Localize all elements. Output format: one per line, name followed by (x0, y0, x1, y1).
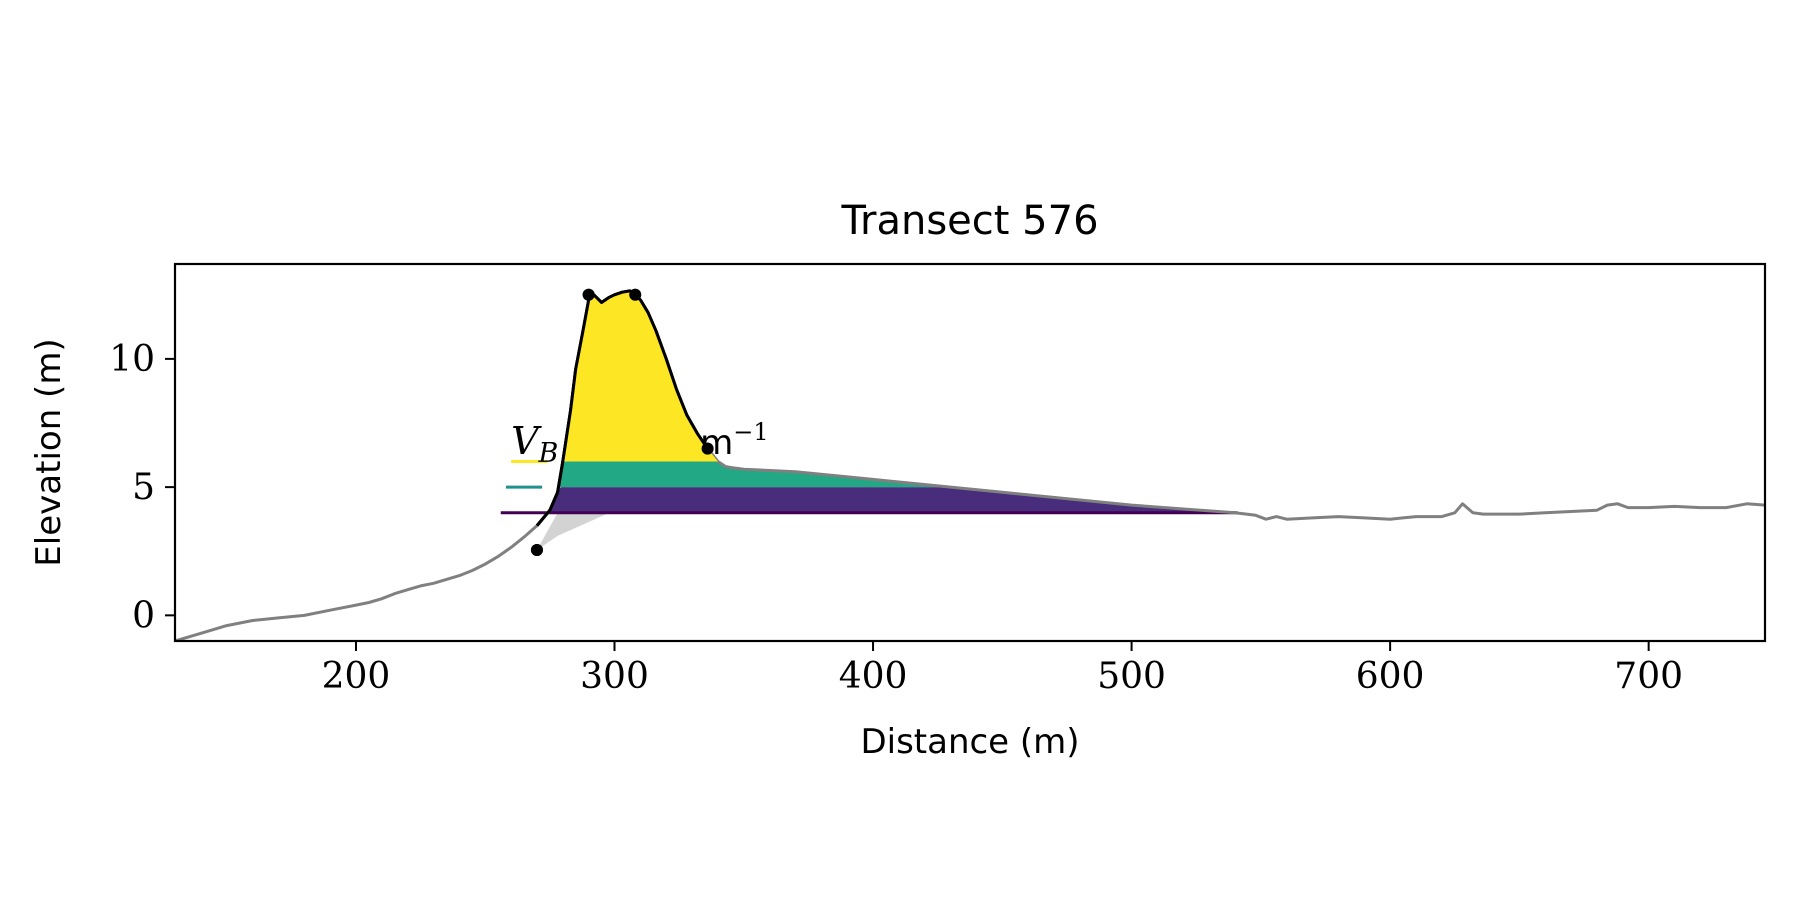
y-tick-label-5: 5 (132, 467, 155, 508)
y-axis-label: Elevation (m) (29, 338, 69, 566)
dune-line-overlay (535, 289, 709, 527)
chart-title: Transect 576 (840, 198, 1098, 244)
x-tick-label-500: 500 (1097, 656, 1166, 697)
ticks-layer: 200 300 400 500 600 700 0 5 10 (109, 339, 1683, 697)
x-axis-label: Distance (m) (860, 722, 1079, 762)
lines-layer (175, 289, 1765, 641)
annotation-layer: VB = 0 m3 m−1 (511, 288, 769, 556)
y-tick-label-0: 0 (132, 595, 155, 636)
plot-frame (173, 262, 1767, 643)
profile-line (175, 289, 1765, 641)
dune-point-overlay-3 (629, 288, 642, 301)
y-tick-label-10: 10 (109, 339, 155, 380)
x-tick-label-600: 600 (1356, 656, 1425, 697)
dune-point-overlay-1 (530, 543, 543, 556)
band-level-4m (547, 487, 1238, 513)
x-tick-label-200: 200 (322, 656, 391, 697)
x-tick-label-300: 300 (580, 656, 649, 697)
x-tick-label-700: 700 (1614, 656, 1683, 697)
dune-fill-overlay (562, 290, 718, 462)
dune-point-overlay-2 (582, 288, 595, 301)
x-tick-label-400: 400 (839, 656, 908, 697)
toe-wedge-fill (536, 512, 610, 550)
dune-point-overlay-4 (701, 442, 714, 455)
